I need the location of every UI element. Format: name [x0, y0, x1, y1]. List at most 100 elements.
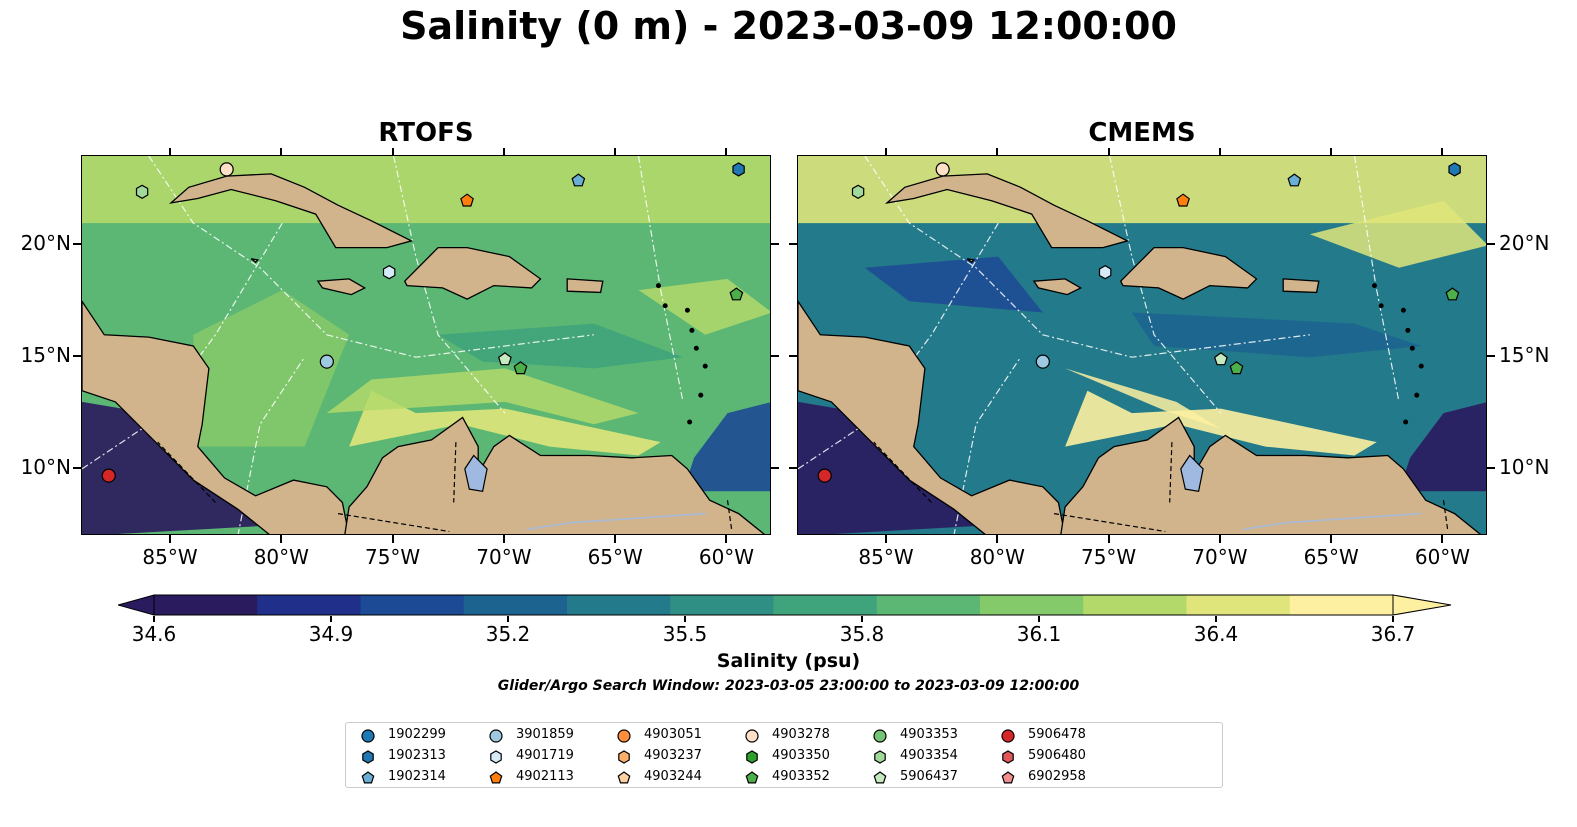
x-tick	[1218, 535, 1221, 543]
country-border	[726, 500, 733, 532]
salinity-patch	[864, 256, 1043, 313]
platform-marker-3901859	[1035, 354, 1050, 369]
land	[966, 258, 976, 264]
x-tick	[280, 148, 283, 155]
colorbar-tick	[507, 616, 509, 622]
legend-marker	[362, 750, 374, 764]
figure-title: Salinity (0 m) - 2023-03-09 12:00:00	[400, 4, 1177, 48]
legend-marker	[617, 771, 631, 784]
y-tick	[771, 466, 779, 469]
x-tick	[996, 148, 999, 155]
region-orinoco-plume	[683, 402, 770, 492]
island	[1400, 307, 1406, 313]
region-orinoco-plume	[1399, 402, 1486, 492]
region-north-atlantic	[798, 156, 1486, 224]
legend-label: 1902313	[388, 748, 446, 763]
region-coastal-band	[1065, 390, 1377, 456]
land	[403, 246, 542, 300]
colorbar-tick	[1215, 616, 1217, 622]
circle-icon	[489, 729, 503, 743]
colorbar-extend-max	[1392, 594, 1452, 616]
colorbar-label: Salinity (psu)	[716, 650, 861, 672]
x-tick	[1107, 535, 1110, 543]
legend-label: 1902299	[388, 727, 446, 742]
legend-label: 4902113	[516, 769, 574, 784]
y-tick	[771, 355, 779, 358]
salinity-patch	[1131, 312, 1422, 358]
land	[250, 258, 260, 264]
platform-legend: 1902299 1902313 1902314 3901859 4901719 49021…	[345, 722, 1223, 788]
platform-marker-5906437	[1213, 352, 1228, 366]
legend-label: 6902958	[1028, 769, 1086, 784]
pentagon-icon	[617, 771, 631, 784]
platform-marker-4903278	[219, 162, 234, 177]
legend-marker	[489, 729, 503, 743]
legend-marker	[617, 729, 631, 743]
x-tick	[391, 535, 394, 543]
y-tick	[73, 243, 81, 246]
y-tick	[789, 243, 797, 246]
island	[1414, 392, 1420, 398]
legend-label: 4903051	[644, 727, 702, 742]
hexagon-icon	[746, 750, 758, 764]
platform-marker-4903354	[851, 184, 865, 199]
pentagon-icon	[745, 771, 759, 784]
hexagon-icon	[874, 750, 886, 764]
x-tick	[614, 535, 617, 543]
x-tick	[169, 535, 172, 543]
boundary-line	[1109, 156, 1222, 414]
boundary-line	[148, 156, 594, 358]
land	[82, 300, 350, 534]
circle-icon	[1001, 729, 1015, 743]
x-tick	[614, 148, 617, 155]
y-tick-label: 10°N	[20, 454, 71, 479]
x-tick	[169, 148, 172, 155]
legend-marker	[874, 750, 886, 764]
legend-marker	[745, 729, 759, 743]
y-tick	[789, 355, 797, 358]
y-tick-label: 15°N	[1499, 343, 1550, 368]
boundary-line	[864, 156, 1310, 358]
boundary-line	[237, 356, 306, 534]
platform-marker-4901719	[1098, 265, 1112, 280]
land	[316, 278, 367, 296]
island	[1403, 419, 1409, 425]
colorbar-segment	[567, 595, 671, 615]
map-panel-rtofs	[81, 155, 771, 535]
y-tick-label: 10°N	[1499, 454, 1550, 479]
y-tick-label: 20°N	[1499, 231, 1550, 256]
island	[1409, 345, 1415, 351]
country-border	[873, 441, 932, 503]
salinity-field	[82, 156, 770, 534]
legend-label: 4901719	[516, 748, 574, 763]
y-tick	[1487, 355, 1495, 358]
land	[1032, 278, 1083, 296]
x-tick	[996, 535, 999, 543]
colorbar-tick-label: 36.1	[1016, 622, 1062, 646]
platform-marker-4903354	[135, 184, 149, 199]
colorbar-tick	[330, 616, 332, 622]
platform-marker-4902113	[1176, 193, 1190, 207]
colorbar-gradient	[116, 594, 1452, 616]
legend-marker	[1002, 750, 1014, 764]
colorbar-tick	[684, 616, 686, 622]
x-tick	[1441, 535, 1444, 543]
legend-label: 4903352	[772, 769, 830, 784]
map-panel-cmems	[797, 155, 1487, 535]
island	[655, 283, 661, 289]
x-tick-label: 60°W	[1414, 545, 1471, 569]
x-tick	[725, 148, 728, 155]
x-tick-label: 80°W	[253, 545, 309, 569]
panel-title-rtofs: RTOFS	[378, 118, 474, 148]
x-tick-label: 70°W	[1192, 545, 1248, 569]
x-tick-label: 80°W	[969, 545, 1025, 569]
panel-title-cmems: CMEMS	[1088, 118, 1196, 148]
region-western-caribbean	[909, 290, 1066, 447]
legend-marker	[489, 771, 503, 784]
platform-marker-3901859	[319, 354, 334, 369]
colorbar-tick	[1038, 616, 1040, 622]
island	[698, 392, 704, 398]
island	[689, 327, 695, 333]
x-tick-label: 75°W	[1080, 545, 1137, 569]
x-tick	[1107, 148, 1110, 155]
